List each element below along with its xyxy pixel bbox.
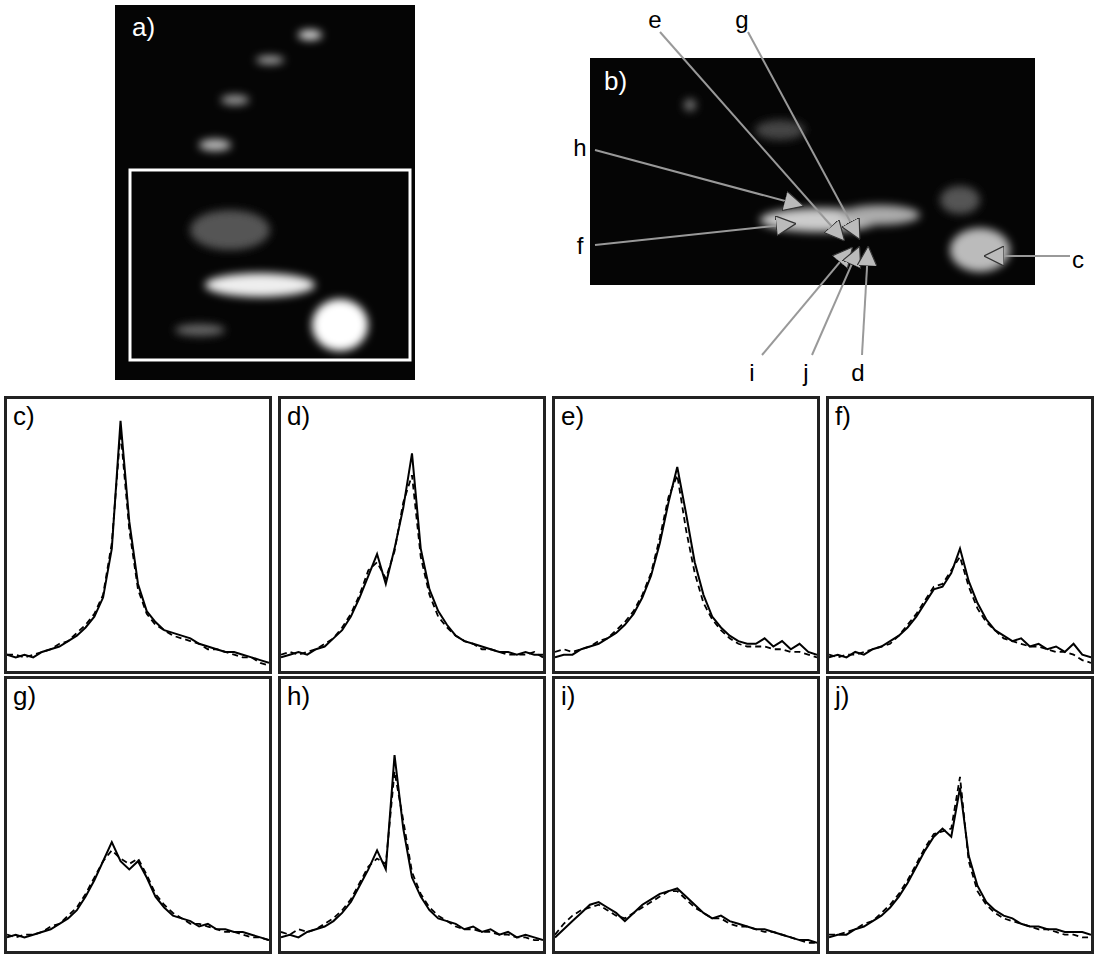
- svg-text:i: i: [749, 359, 754, 386]
- svg-text:g: g: [735, 6, 748, 33]
- html-text:g): g): [13, 681, 37, 711]
- html-text:e): e): [561, 401, 585, 431]
- html-text:d): d): [287, 401, 311, 431]
- svg-text:h: h: [573, 134, 586, 161]
- svg-text:d: d: [851, 359, 864, 386]
- svg-text:f: f: [577, 232, 584, 259]
- svg-text:e: e: [648, 6, 661, 33]
- svg-text:j: j: [802, 359, 808, 386]
- html-text:h): h): [287, 681, 311, 711]
- html-text:f): f): [835, 401, 851, 431]
- svg-text:b): b): [604, 66, 627, 96]
- html-text:c): c): [13, 401, 35, 431]
- svg-text:a): a): [132, 12, 155, 42]
- svg-text:c: c: [1072, 246, 1084, 273]
- html-text:j): j): [835, 681, 850, 711]
- html-text:i): i): [561, 681, 576, 711]
